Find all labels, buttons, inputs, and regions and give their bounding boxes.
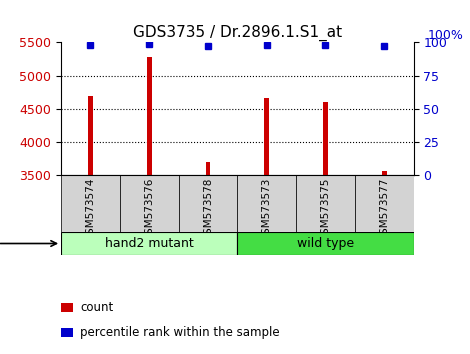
Bar bbox=[296, 175, 355, 232]
Text: hand2 mutant: hand2 mutant bbox=[105, 237, 194, 250]
Bar bbox=[120, 175, 179, 232]
Text: percentile rank within the sample: percentile rank within the sample bbox=[80, 326, 280, 339]
Bar bbox=[264, 98, 269, 354]
Bar bbox=[88, 96, 93, 354]
Text: count: count bbox=[80, 302, 113, 314]
Bar bbox=[61, 175, 120, 232]
Bar bbox=[206, 162, 211, 354]
Bar bbox=[237, 175, 296, 232]
Text: GSM573575: GSM573575 bbox=[321, 178, 330, 241]
Text: GSM573576: GSM573576 bbox=[144, 178, 154, 241]
Bar bbox=[179, 175, 237, 232]
Text: GSM573577: GSM573577 bbox=[379, 178, 389, 241]
Bar bbox=[323, 102, 328, 354]
Bar bbox=[61, 232, 237, 255]
Text: GSM573578: GSM573578 bbox=[203, 178, 213, 241]
Text: wild type: wild type bbox=[297, 237, 354, 250]
Bar bbox=[355, 175, 414, 232]
Text: GSM573573: GSM573573 bbox=[262, 178, 272, 241]
Title: GDS3735 / Dr.2896.1.S1_at: GDS3735 / Dr.2896.1.S1_at bbox=[133, 25, 342, 41]
Text: 100%: 100% bbox=[428, 29, 463, 42]
Bar bbox=[147, 57, 152, 354]
Bar bbox=[237, 232, 414, 255]
Text: GSM573574: GSM573574 bbox=[86, 178, 95, 241]
Bar bbox=[382, 171, 386, 354]
